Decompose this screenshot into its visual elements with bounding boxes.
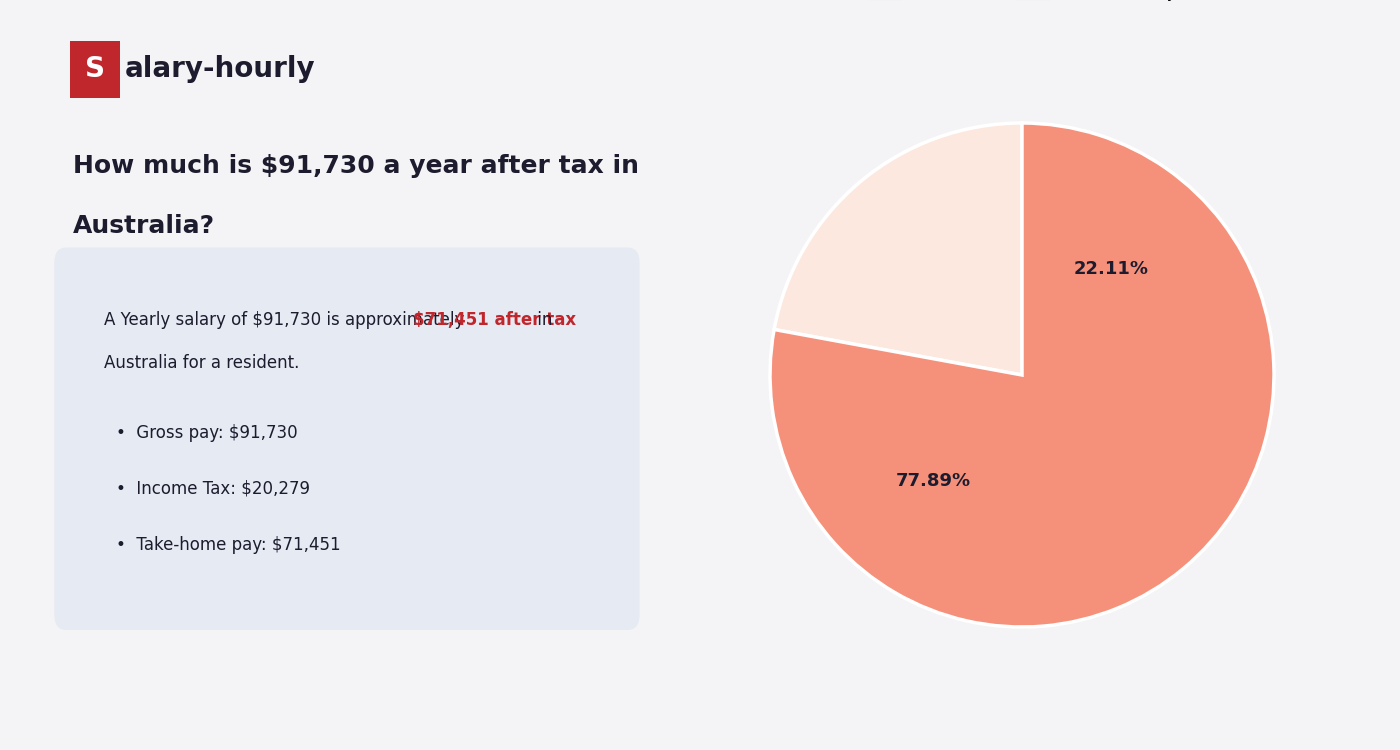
Text: Australia?: Australia? [73,214,216,238]
Text: 77.89%: 77.89% [896,472,970,490]
Text: A Yearly salary of $91,730 is approximately: A Yearly salary of $91,730 is approximat… [104,311,469,329]
Text: S: S [85,55,105,83]
Text: Australia for a resident.: Australia for a resident. [104,354,300,372]
Text: •  Gross pay: $91,730: • Gross pay: $91,730 [116,424,298,442]
Wedge shape [770,123,1274,627]
Wedge shape [774,123,1022,375]
Text: in: in [532,311,553,329]
FancyBboxPatch shape [55,248,640,630]
FancyBboxPatch shape [70,41,120,98]
Text: 22.11%: 22.11% [1074,260,1148,278]
Text: •  Income Tax: $20,279: • Income Tax: $20,279 [116,480,309,498]
Text: alary-hourly: alary-hourly [125,55,316,83]
Legend: Income Tax, Take-home Pay: Income Tax, Take-home Pay [862,0,1182,7]
Text: $71,451 after tax: $71,451 after tax [413,311,575,329]
Text: •  Take-home pay: $71,451: • Take-home pay: $71,451 [116,536,340,554]
Text: How much is $91,730 a year after tax in: How much is $91,730 a year after tax in [73,154,638,178]
